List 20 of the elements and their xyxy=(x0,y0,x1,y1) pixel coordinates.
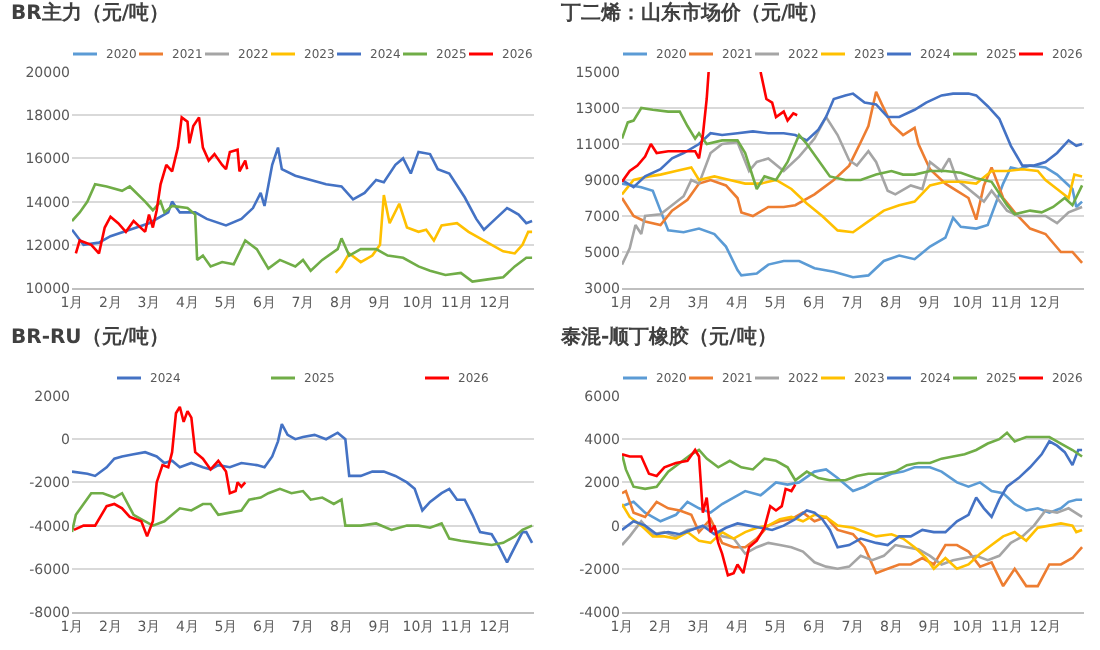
line-series xyxy=(622,489,1084,588)
chart-title: 丁二烯：山东市场价（元/吨） xyxy=(559,0,829,25)
line-series xyxy=(622,164,1084,279)
chart-title: BR主力（元/吨） xyxy=(11,0,169,25)
line-series xyxy=(72,183,534,283)
line-series xyxy=(622,465,1084,523)
line-series xyxy=(74,116,249,255)
line-series xyxy=(622,440,1084,549)
line-series xyxy=(622,431,1084,491)
line-series xyxy=(72,146,534,247)
line-series xyxy=(622,448,797,577)
line-series xyxy=(72,422,534,564)
chart-title: 泰混-顺丁橡胶（元/吨） xyxy=(559,324,777,349)
line-series xyxy=(622,92,1084,189)
line-series xyxy=(622,166,1084,234)
line-series xyxy=(622,106,1084,216)
line-series xyxy=(72,405,247,538)
line-series xyxy=(334,193,534,275)
line-series xyxy=(72,487,534,547)
chart-title: BR-RU（元/吨） xyxy=(11,324,169,349)
